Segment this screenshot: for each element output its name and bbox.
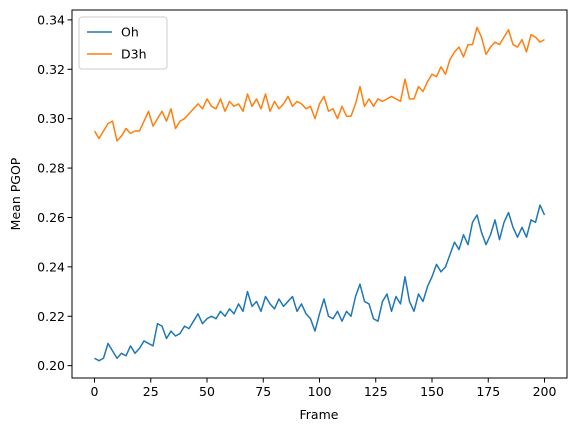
x-tick-label: 25	[143, 384, 159, 399]
line-series	[94, 204, 546, 362]
y-tick-label: 0.30	[37, 111, 65, 126]
y-tick-label: 0.20	[37, 358, 65, 373]
plot-frame	[71, 9, 568, 379]
line-series	[93, 26, 545, 142]
x-tick-label: 125	[364, 384, 388, 399]
y-axis-label: Mean PGOP	[8, 157, 23, 230]
legend-label: Oh	[121, 25, 139, 40]
x-tick-label: 0	[91, 384, 99, 399]
y-tick-label: 0.34	[37, 12, 65, 27]
x-tick-label: 150	[420, 384, 444, 399]
y-tick-label: 0.28	[37, 161, 65, 176]
x-tick-label: 75	[255, 384, 271, 399]
legend-label: D3h	[121, 47, 147, 62]
y-tick-label: 0.24	[37, 259, 65, 274]
x-tick-label: 200	[533, 384, 557, 399]
x-tick-label: 100	[308, 384, 332, 399]
legend-box	[78, 16, 168, 70]
y-tick-label: 0.32	[37, 62, 65, 77]
x-tick-label: 50	[199, 384, 215, 399]
y-tick-label: 0.26	[37, 210, 65, 225]
x-tick-label: 175	[476, 384, 500, 399]
y-tick-label: 0.22	[37, 309, 65, 324]
x-axis-label: Frame	[300, 407, 339, 422]
legend: Oh D3h	[78, 16, 168, 70]
